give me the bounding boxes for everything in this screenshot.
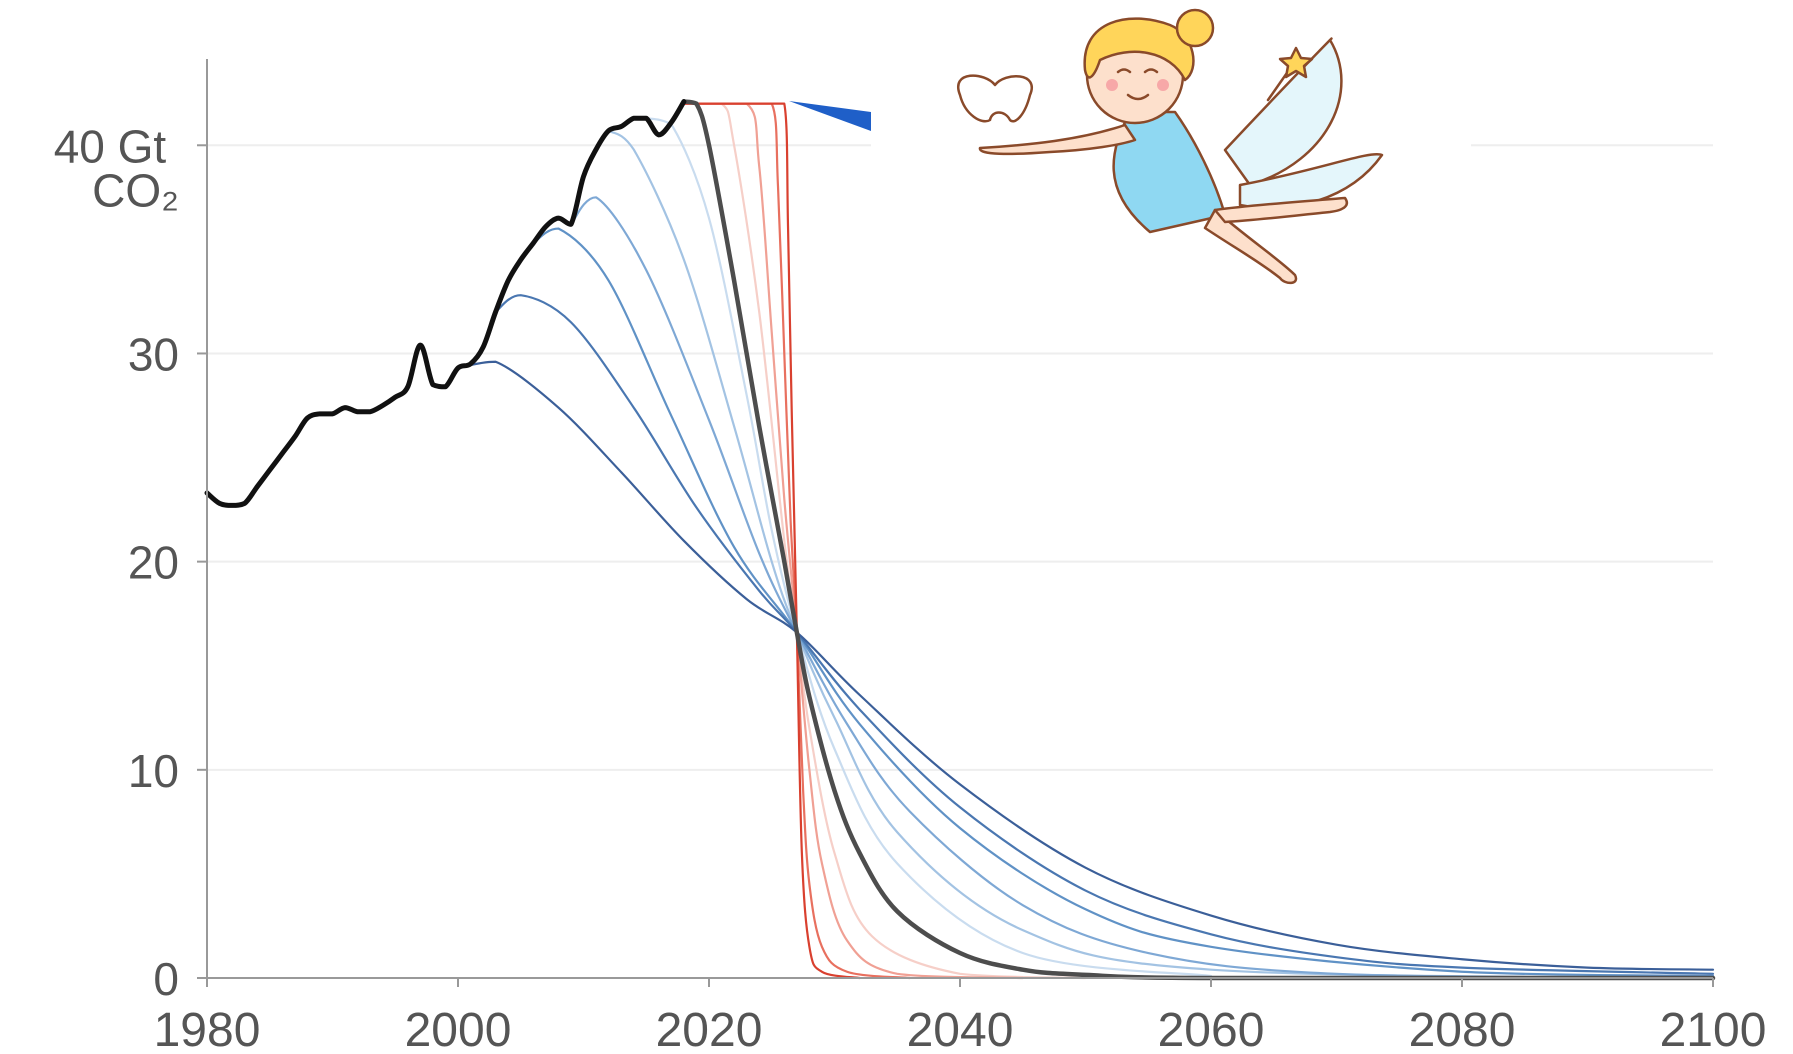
series-line xyxy=(456,360,1715,971)
x-tick-label: 2020 xyxy=(656,1004,763,1054)
series-line xyxy=(681,99,1716,981)
x-tick-label: 2000 xyxy=(405,1004,512,1054)
x-tick-label: 2100 xyxy=(1660,1004,1767,1054)
y-tick-label: 20 xyxy=(128,537,179,589)
x-tick-label: 2040 xyxy=(907,1004,1014,1054)
x-tick-label: 1980 xyxy=(154,1004,261,1054)
y-tick-label: 40 Gt CO₂ xyxy=(54,120,179,216)
x-tick-label: 2060 xyxy=(1158,1004,1265,1054)
arrow-shape xyxy=(789,101,871,131)
y-tick-label: 0 xyxy=(153,953,179,1005)
y-tick-label: 30 xyxy=(128,328,179,380)
y-tick-label: 10 xyxy=(128,745,179,797)
series-line xyxy=(494,294,1715,975)
axes: 0 10 20 30 40 Gt CO₂ 1980 2000 2020 2040 2060 2080… xyxy=(54,59,1767,1054)
series-line xyxy=(569,196,1715,980)
series-line xyxy=(682,102,911,980)
series-line xyxy=(682,102,861,980)
lines xyxy=(204,99,1716,981)
series-line xyxy=(532,227,1715,978)
series-line xyxy=(607,129,1715,980)
series-line xyxy=(645,117,1213,978)
fairy-illustration xyxy=(957,8,1384,285)
series-line xyxy=(204,99,687,508)
x-tick-label: 2080 xyxy=(1409,1004,1516,1054)
